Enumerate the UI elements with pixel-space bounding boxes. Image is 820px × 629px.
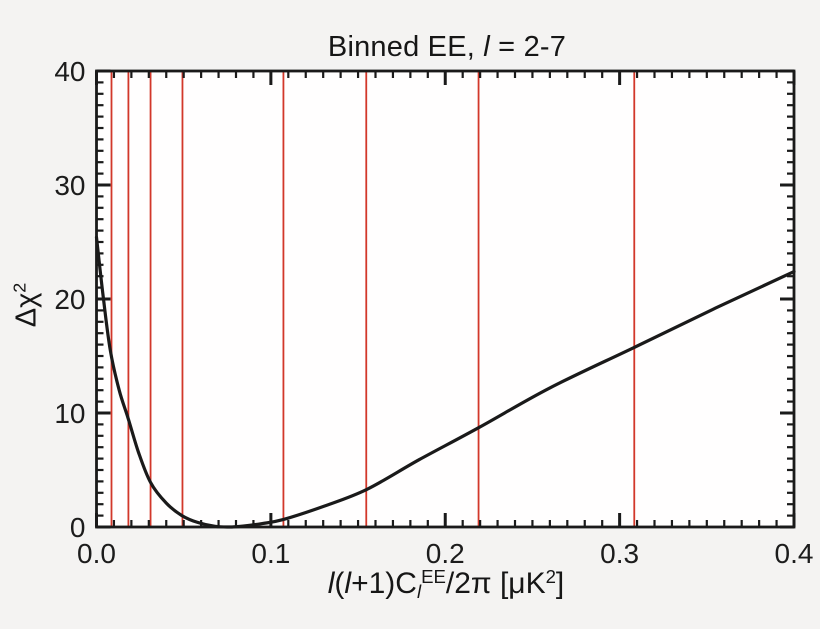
label-segment: (	[334, 567, 345, 600]
y-tick-labels: 0 10 20 30 40	[54, 56, 85, 543]
label-segment: l	[344, 567, 352, 600]
y-tick-label: 10	[54, 398, 85, 429]
y-axis-label: Δχ2	[9, 282, 44, 328]
x-tick-label: 0.4	[775, 538, 814, 569]
label-segment: Binned EE,	[327, 31, 484, 63]
label-segment: μK	[508, 567, 546, 600]
label-segment: Δχ	[10, 292, 43, 328]
label-segment: 2	[545, 565, 556, 587]
label-segment: l	[327, 567, 335, 600]
x-tick-label: 0.1	[251, 538, 290, 569]
y-tick-label: 30	[54, 170, 85, 201]
x-tick-label: 0.2	[426, 538, 465, 569]
x-tick-label: 0.0	[77, 538, 116, 569]
x-axis-label: l(l+1)ClEE/2π [μK2]	[327, 565, 565, 603]
label-segment: ]	[555, 567, 565, 600]
x-tick-label: 0.3	[600, 538, 639, 569]
label-segment: 2	[9, 282, 30, 293]
y-tick-label: 0	[70, 512, 86, 543]
red-sample-lines	[110, 71, 636, 527]
label-segment: +1)C	[351, 567, 417, 600]
label-segment: /2π [	[445, 567, 509, 600]
chart-title: Binned EE, l = 2-7	[328, 31, 566, 64]
y-tick-label: 40	[54, 56, 85, 87]
label-segment: = 2-7	[489, 31, 567, 63]
plot-frame	[95, 69, 796, 529]
x-tick-labels: 0.0 0.1 0.2 0.3 0.4	[77, 538, 813, 569]
label-segment: EE	[421, 565, 446, 587]
label-segment: l	[483, 31, 490, 63]
plot-background	[96, 71, 794, 527]
y-tick-label: 20	[54, 284, 85, 315]
label-segment: l	[416, 581, 422, 603]
